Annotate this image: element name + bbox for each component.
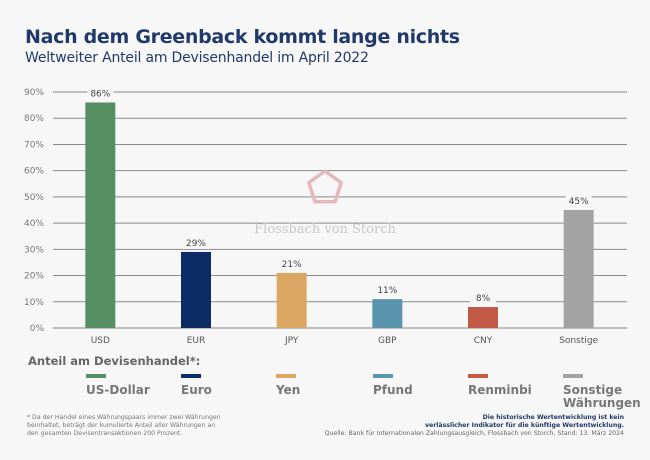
x-tick-label: Sonstige	[559, 336, 598, 346]
value-label-background	[470, 293, 496, 305]
disclaimer-line-1: Die historische Wertentwicklung ist kein	[482, 414, 624, 421]
legend-swatch	[563, 374, 583, 378]
value-label-background	[565, 196, 592, 207]
x-tick-label: JPY	[284, 336, 299, 346]
data-label: 11%	[377, 286, 397, 296]
watermark: Flossbach von Storch	[254, 169, 396, 237]
y-tick-label: 0%	[30, 324, 45, 334]
legend-item: Sonstige Währungen	[563, 374, 641, 410]
data-label: 8%	[476, 294, 491, 304]
bar-usd	[85, 102, 116, 328]
y-tick-label: 20%	[24, 272, 44, 282]
disclaimer-line-2: verlässlicher Indikator für die künftige…	[425, 422, 624, 429]
data-label: 86%	[90, 89, 110, 99]
y-tick-label: 90%	[24, 88, 44, 98]
legend-label: Pfund	[373, 383, 413, 397]
legend-item: Euro	[181, 374, 212, 397]
data-label: 29%	[186, 239, 206, 249]
value-label-background	[183, 237, 209, 249]
legend-label: Renminbi	[468, 383, 532, 397]
value-label-background	[374, 285, 401, 297]
y-tick-label: 60%	[24, 167, 44, 177]
bar-sonstige	[563, 210, 594, 328]
bar-gbp	[372, 299, 403, 328]
x-tick-label: EUR	[187, 336, 206, 346]
x-tick-label: GBP	[378, 336, 397, 346]
watermark-text: Flossbach von Storch	[254, 222, 396, 237]
gridlines	[53, 91, 627, 329]
legend-swatch	[181, 374, 201, 378]
legend-label: Yen	[276, 383, 301, 397]
bars	[85, 88, 594, 328]
legend-swatch	[86, 374, 106, 378]
x-tick-label: USD	[91, 336, 110, 346]
pentagon-logo-icon	[307, 169, 343, 204]
labels: 0% 10% 20% 30% 40% 50% 60% 70% 80% 90% 86% USD 29% EU…	[24, 88, 599, 346]
legend-item: Renminbi	[468, 374, 532, 397]
x-tick-label: CNY	[474, 336, 493, 346]
y-tick-label: 50%	[24, 193, 44, 203]
legend-item: US-Dollar	[86, 374, 150, 397]
legend-label: Sonstige	[563, 383, 623, 397]
bar-cny	[468, 307, 498, 328]
legend-title: Anteil am Devisenhandel*:	[28, 354, 201, 368]
data-label: 45%	[569, 197, 589, 207]
legend-label: Euro	[181, 383, 212, 397]
value-label-background	[87, 88, 114, 100]
value-label-background	[278, 258, 305, 270]
y-tick-label: 10%	[24, 298, 44, 308]
legend-swatch	[468, 374, 488, 378]
y-tick-label: 70%	[24, 140, 44, 150]
legend-label: US-Dollar	[86, 383, 150, 397]
chart-title: Nach dem Greenback kommt lange nichts	[25, 26, 460, 48]
legend-item: Pfund	[373, 374, 413, 397]
legend-swatch	[373, 374, 393, 378]
disclaimer: Die historische Wertentwicklung ist kein…	[425, 414, 624, 430]
bar-eur	[181, 251, 211, 328]
y-tick-label: 40%	[24, 219, 44, 229]
data-label: 21%	[282, 260, 302, 270]
bar-jpy	[276, 272, 307, 328]
legend-label-line-2: Währungen	[563, 396, 641, 410]
legend-item: Yen	[276, 374, 300, 397]
y-tick-label: 80%	[24, 114, 44, 124]
legend-swatch	[276, 374, 296, 378]
source-note: Quelle: Bank für Internationalen Zahlung…	[324, 430, 624, 437]
y-tick-label: 30%	[24, 245, 44, 255]
footnote: * Da der Handel eines Währungspaars imme…	[27, 414, 221, 437]
chart-subtitle: Weltweiter Anteil am Devisenhandel im Ap…	[25, 50, 369, 66]
